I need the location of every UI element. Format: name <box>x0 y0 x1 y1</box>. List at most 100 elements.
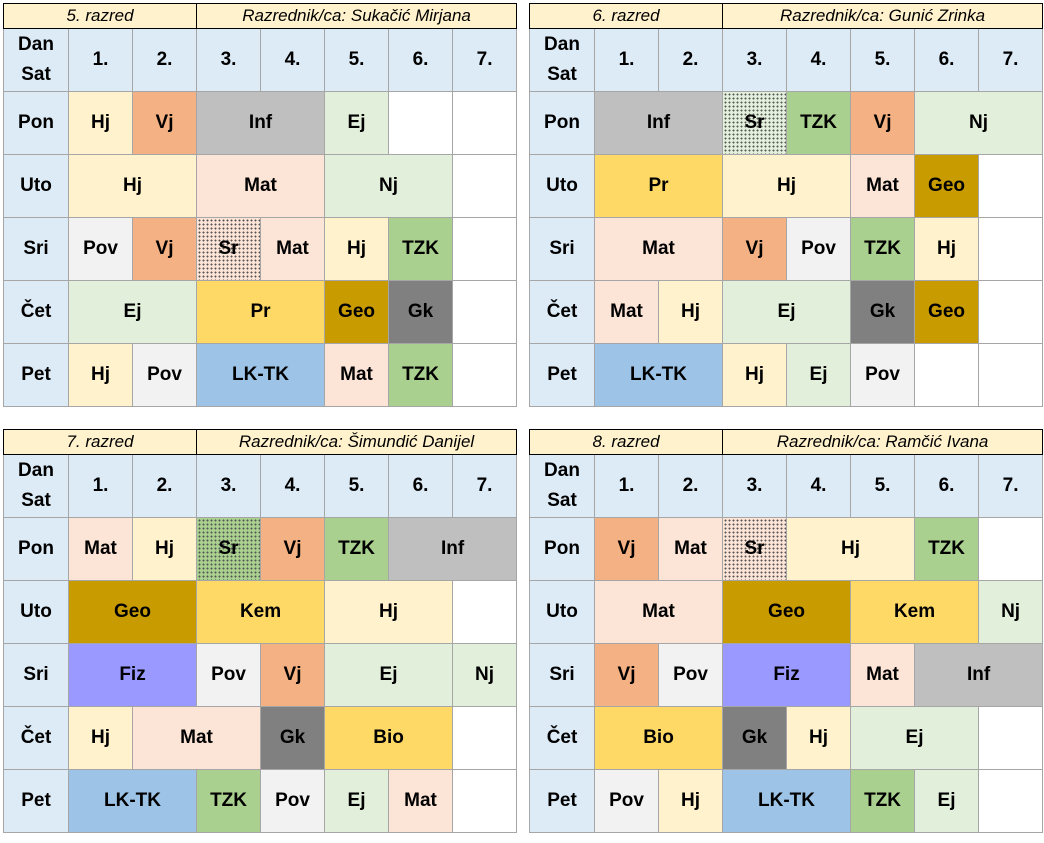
period-header: 7. <box>978 28 1044 92</box>
day-label: Čet <box>529 280 595 344</box>
period-header: 1. <box>594 454 659 518</box>
period-header: 6. <box>914 28 980 92</box>
subject-cell: Fiz <box>67 643 198 707</box>
timetable-grid: 6. razred Razrednik/ca: Gunić Zrinka Dan Sa… <box>528 3 1044 407</box>
period-header-row: Dan Sat 1. 2. 3. 4. 5. 6. 7. <box>529 28 1044 92</box>
day-row: Čet Hj Mat Gk Bio <box>3 706 518 770</box>
day-label: Sri <box>3 217 69 281</box>
empty-cell <box>978 280 1044 344</box>
period-header-row: Dan Sat 1. 2. 3. 4. 5. 6. 7. <box>529 454 1044 518</box>
subject-cell: Ej <box>67 280 198 344</box>
day-row: Sri Pov Vj Sr Mat Hj TZK <box>3 217 518 281</box>
subject-cell: Hj <box>786 706 852 770</box>
period-header: 5. <box>850 28 916 92</box>
subject-cell: Hj <box>68 343 133 407</box>
empty-cell <box>452 769 518 833</box>
period-header: 4. <box>786 28 852 92</box>
subject-cell: Nj <box>978 580 1044 644</box>
grade-title: 6. razred <box>528 3 724 29</box>
subject-cell: Pov <box>260 769 326 833</box>
subject-cell: Ej <box>722 280 852 344</box>
day-label: Čet <box>3 706 69 770</box>
subject-cell: Hj <box>786 517 916 581</box>
subject-cell: Gk <box>722 706 788 770</box>
subject-cell: TZK <box>786 91 852 155</box>
period-header: 3. <box>722 454 788 518</box>
day-label: Pet <box>3 769 69 833</box>
corner-label-day: Dan <box>544 460 580 481</box>
subject-cell: Gk <box>260 706 326 770</box>
empty-cell <box>978 154 1044 218</box>
subject-cell: Mat <box>131 706 262 770</box>
timetable-grid: 5. razred Razrednik/ca: Sukačić Mirjana Da… <box>2 3 518 407</box>
subject-cell: Hj <box>131 517 198 581</box>
period-header: 6. <box>914 454 980 518</box>
period-header-row: Dan Sat 1. 2. 3. 4. 5. 6. 7. <box>3 28 518 92</box>
timetable-8-razred: 8. razred Razrednik/ca: Ramčić Ivana Dan Sa… <box>528 429 1044 833</box>
day-label: Pon <box>3 91 69 155</box>
corner-label-period: Sat <box>21 490 51 511</box>
subject-cell: Vj <box>594 517 659 581</box>
subject-cell: Mat <box>594 280 659 344</box>
subject-cell: Sr <box>722 517 788 581</box>
day-label: Sri <box>529 643 595 707</box>
subject-cell: Bio <box>593 706 724 770</box>
subject-cell: Kem <box>196 580 326 644</box>
subject-cell: Geo <box>324 280 390 344</box>
subject-cell: Vj <box>260 643 326 707</box>
day-period-corner-label: Dan Sat <box>529 454 595 518</box>
day-label: Sri <box>529 217 595 281</box>
subject-cell: Pov <box>786 217 852 281</box>
subject-cell: Mat <box>68 517 133 581</box>
subject-cell: LK-TK <box>593 343 724 407</box>
subject-cell: Nj <box>452 643 518 707</box>
period-header: 7. <box>452 454 518 518</box>
subject-cell: TZK <box>850 769 916 833</box>
subject-cell: TZK <box>914 517 980 581</box>
subject-cell: Geo <box>67 580 198 644</box>
subject-cell: Hj <box>722 343 788 407</box>
subject-cell: Pov <box>131 343 198 407</box>
empty-cell <box>914 343 980 407</box>
day-row: Čet Bio Gk Hj Ej <box>529 706 1044 770</box>
day-row: Sri Vj Pov Fiz Mat Inf <box>529 643 1044 707</box>
subject-cell: Hj <box>657 769 724 833</box>
empty-cell <box>978 343 1044 407</box>
empty-cell <box>978 217 1044 281</box>
day-label: Pon <box>3 517 69 581</box>
day-row: Čet Ej Pr Geo Gk <box>3 280 518 344</box>
subject-cell: Kem <box>850 580 980 644</box>
title-row: 6. razred Razrednik/ca: Gunić Zrinka <box>528 3 1044 29</box>
day-row: Uto Geo Kem Hj <box>3 580 518 644</box>
period-header-row: Dan Sat 1. 2. 3. 4. 5. 6. 7. <box>3 454 518 518</box>
subject-cell: Geo <box>914 280 980 344</box>
subject-cell: Gk <box>388 280 454 344</box>
day-row: Pet LK-TK Hj Ej Pov <box>529 343 1044 407</box>
period-header: 6. <box>388 454 454 518</box>
subject-cell: Mat <box>657 517 724 581</box>
day-row: Sri Fiz Pov Vj Ej Nj <box>3 643 518 707</box>
corner-label-period: Sat <box>21 64 51 85</box>
subject-cell: Ej <box>324 769 390 833</box>
subject-cell: Pr <box>196 280 326 344</box>
subject-cell: Sr <box>196 517 262 581</box>
day-row: Pon Hj Vj Inf Ej <box>3 91 518 155</box>
subject-cell: Ej <box>324 643 454 707</box>
period-header: 2. <box>131 454 198 518</box>
subject-cell: Sr <box>722 91 788 155</box>
subject-cell: Mat <box>850 643 916 707</box>
subject-cell: Pov <box>196 643 262 707</box>
day-row: Sri Mat Vj Pov TZK Hj <box>529 217 1044 281</box>
day-row: Uto Mat Geo Kem Nj <box>529 580 1044 644</box>
period-header: 5. <box>324 28 390 92</box>
day-label: Pet <box>3 343 69 407</box>
period-header: 5. <box>850 454 916 518</box>
day-label: Pet <box>529 769 595 833</box>
period-header: 4. <box>260 454 326 518</box>
subject-cell: Nj <box>914 91 1044 155</box>
day-label: Pon <box>529 517 595 581</box>
subject-cell: Pov <box>68 217 133 281</box>
day-row: Pet Pov Hj LK-TK TZK Ej <box>529 769 1044 833</box>
corner-label-period: Sat <box>547 490 577 511</box>
day-period-corner-label: Dan Sat <box>3 28 69 92</box>
